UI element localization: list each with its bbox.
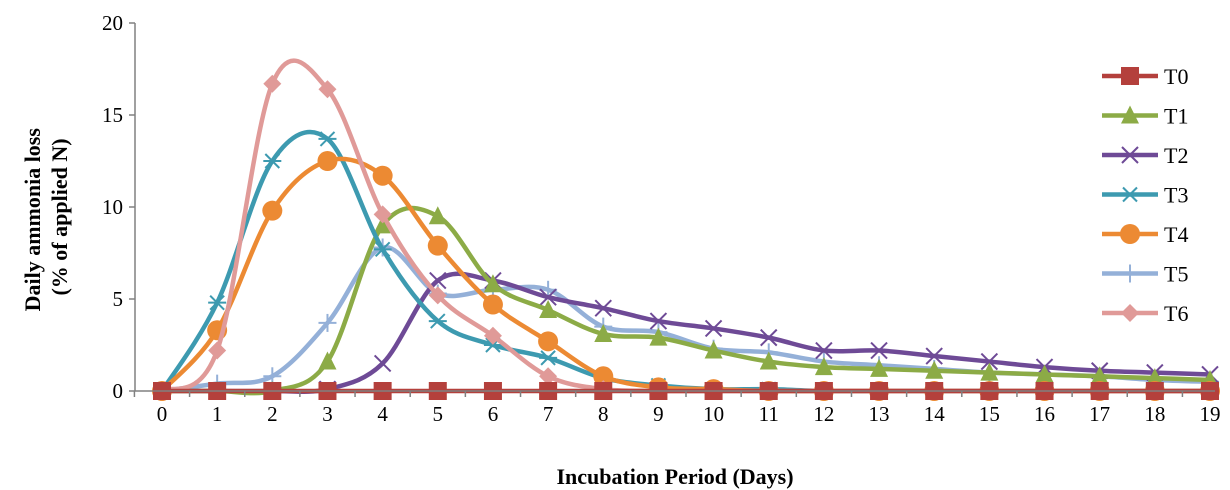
series-line-t4 <box>162 159 1210 391</box>
data-point-t4 <box>373 166 393 186</box>
series-line-t1 <box>162 208 1210 393</box>
legend-label: T5 <box>1164 262 1188 287</box>
legend-label: T0 <box>1164 64 1188 89</box>
x-tick-label: 10 <box>703 402 724 426</box>
legend-marker <box>1121 304 1139 322</box>
legend-label: T1 <box>1164 104 1188 129</box>
x-tick-label: 14 <box>924 402 946 426</box>
x-tick-label: 15 <box>979 402 1000 426</box>
x-tick-label: 2 <box>267 402 278 426</box>
data-point-t6 <box>263 75 281 93</box>
data-point-t3 <box>318 132 336 146</box>
data-point-t4 <box>262 201 282 221</box>
x-tick-label: 18 <box>1144 402 1165 426</box>
legend-item-t0: T0 <box>1102 64 1188 89</box>
legend-marker <box>1121 265 1139 283</box>
legend-item-t6: T6 <box>1102 301 1188 326</box>
series-line-t3 <box>162 132 1210 391</box>
legend: T0 T1 T2 T3 T4 T5 T6 <box>1102 64 1188 326</box>
data-point-t3 <box>263 154 281 168</box>
x-tick-label: 3 <box>322 402 333 426</box>
legend-item-t1: T1 <box>1102 104 1188 129</box>
data-point-t3 <box>539 351 557 365</box>
plot-lines <box>152 61 1220 401</box>
legend-marker <box>1121 67 1139 85</box>
x-tick-label: 11 <box>759 402 779 426</box>
x-tick-label: 6 <box>488 402 499 426</box>
data-point-t4 <box>538 331 558 351</box>
x-tick-label: 4 <box>377 402 388 426</box>
series-t4 <box>152 151 1220 401</box>
y-tick-label: 10 <box>102 195 123 219</box>
series-t6 <box>153 61 1219 400</box>
data-point-t3 <box>429 314 447 328</box>
legend-item-t3: T3 <box>1102 183 1188 208</box>
x-tick-label: 17 <box>1089 402 1110 426</box>
x-tick-label: 1 <box>212 402 223 426</box>
x-tick-label: 13 <box>869 402 890 426</box>
y-tick-label: 5 <box>113 287 124 311</box>
legend-marker <box>1121 188 1139 202</box>
data-point-t6 <box>208 342 226 360</box>
legend-label: T4 <box>1164 222 1188 247</box>
legend-label: T2 <box>1164 143 1188 168</box>
y-axis-title: Daily ammonia loss (% of applied N) <box>20 123 72 312</box>
x-tick-label: 8 <box>598 402 609 426</box>
legend-marker <box>1120 224 1140 244</box>
y-tick-label: 0 <box>113 379 124 403</box>
data-point-t4 <box>483 295 503 315</box>
data-point-t4 <box>317 151 337 171</box>
x-axis-title: Incubation Period (Days) <box>556 464 793 489</box>
series-t3 <box>153 132 1219 398</box>
x-tick-label: 7 <box>543 402 554 426</box>
data-point-t4 <box>428 236 448 256</box>
x-tick-label: 0 <box>157 402 168 426</box>
x-tick-label: 19 <box>1200 402 1221 426</box>
x-tick-label: 9 <box>653 402 664 426</box>
legend-item-t4: T4 <box>1102 222 1188 247</box>
x-tick-label: 16 <box>1034 402 1055 426</box>
x-tick-label: 12 <box>813 402 834 426</box>
y-axis-title-line-1: Daily ammonia loss <box>20 128 45 312</box>
y-tick-label: 20 <box>102 11 123 35</box>
legend-label: T3 <box>1164 183 1188 208</box>
data-point-t2 <box>375 355 391 371</box>
y-axis-title-line-2: (% of applied N) <box>47 138 72 295</box>
legend-item-t2: T2 <box>1102 143 1188 168</box>
x-tick-label: 5 <box>433 402 444 426</box>
legend-label: T6 <box>1164 301 1188 326</box>
legend-item-t5: T5 <box>1102 262 1188 287</box>
y-tick-label: 15 <box>102 103 123 127</box>
